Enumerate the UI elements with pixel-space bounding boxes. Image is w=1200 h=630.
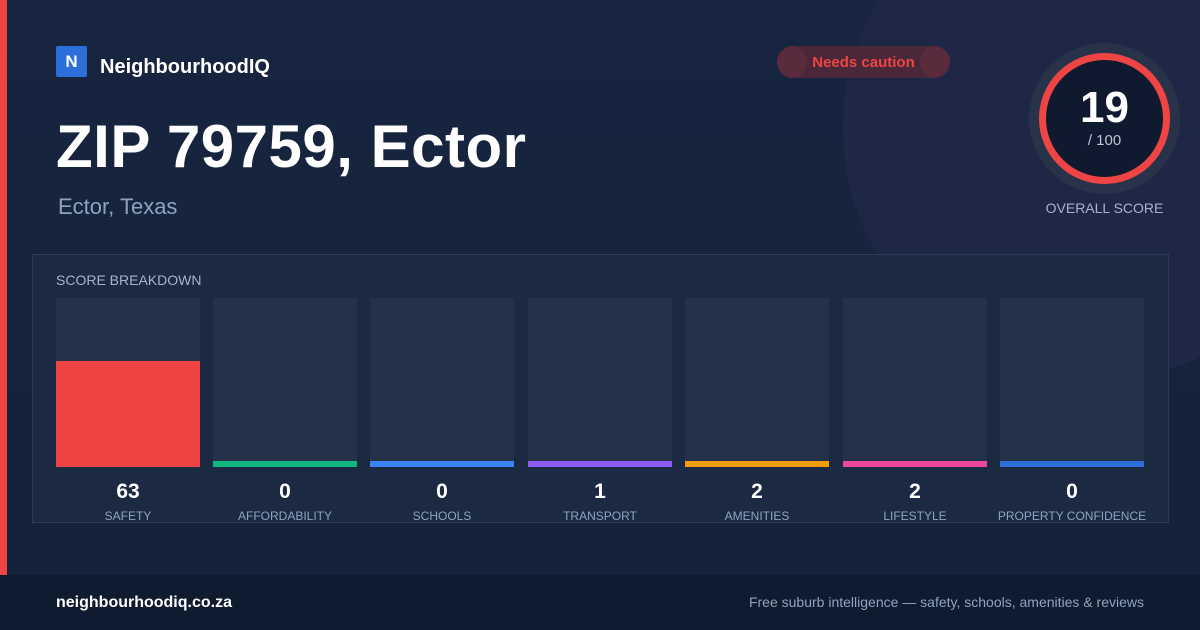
overall-score-ring bbox=[1029, 43, 1180, 194]
bar-label: AFFORDABILITY bbox=[237, 509, 332, 523]
footer-tagline: Free suburb intelligence — safety, schoo… bbox=[748, 594, 1144, 610]
status-badge-label: Needs caution bbox=[812, 53, 915, 71]
bar-fill bbox=[56, 361, 200, 467]
bar-track bbox=[56, 298, 200, 467]
status-badge: Needs caution bbox=[777, 46, 950, 78]
bar-track bbox=[213, 298, 357, 467]
bar-track bbox=[528, 298, 672, 467]
overall-score-label: OVERALL SCORE bbox=[1045, 200, 1164, 216]
overall-score-value: 19 bbox=[1080, 83, 1129, 132]
bar-label: SCHOOLS bbox=[412, 509, 472, 523]
page-title: ZIP 79759, Ector bbox=[56, 113, 527, 180]
overall-score-max: / 100 bbox=[1087, 132, 1122, 149]
bar-value: 0 bbox=[279, 480, 291, 503]
score-breakdown-title: SCORE BREAKDOWN bbox=[56, 272, 202, 288]
brand-name: NeighbourhoodIQ bbox=[100, 56, 270, 78]
bar-label: SAFETY bbox=[104, 509, 152, 523]
bar-track bbox=[370, 298, 514, 467]
bar-label: PROPERTY CONFIDENCE bbox=[997, 509, 1147, 523]
bar-fill bbox=[843, 461, 987, 467]
footer bbox=[0, 575, 1200, 630]
logo-icon: N bbox=[56, 46, 87, 77]
bar-value: 0 bbox=[436, 480, 448, 503]
bar-value: 1 bbox=[594, 480, 606, 503]
bar-fill bbox=[528, 461, 672, 467]
accent-bar bbox=[0, 0, 7, 575]
footer-url[interactable]: neighbourhoodiq.co.za bbox=[56, 594, 232, 611]
bar-value: 2 bbox=[751, 480, 763, 503]
bar-value: 63 bbox=[116, 480, 140, 503]
bar-track bbox=[1000, 298, 1144, 467]
bar-fill bbox=[1000, 461, 1144, 467]
score-ring-arc bbox=[1039, 53, 1170, 184]
page-subtitle: Ector, Texas bbox=[58, 194, 178, 219]
bar-label: AMENITIES bbox=[724, 509, 790, 523]
bar-label: LIFESTYLE bbox=[883, 509, 947, 523]
bar-value: 2 bbox=[909, 480, 921, 503]
bar-track bbox=[843, 298, 987, 467]
bar-label: TRANSPORT bbox=[563, 509, 637, 523]
bar-value: 0 bbox=[1066, 480, 1078, 503]
bar-fill bbox=[213, 461, 357, 467]
bar-track bbox=[685, 298, 829, 467]
bar-fill bbox=[685, 461, 829, 467]
bar-fill bbox=[370, 461, 514, 467]
